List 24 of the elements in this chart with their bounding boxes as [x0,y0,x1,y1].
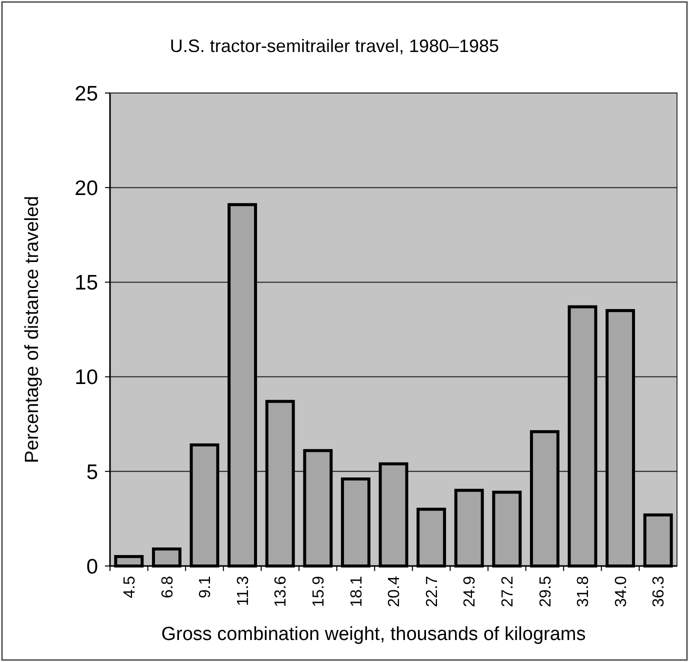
y-tick-label: 0 [86,555,98,578]
x-tick-label: 9.1 [197,576,214,598]
y-tick-label: 25 [74,82,98,106]
y-tick-label: 15 [74,272,98,295]
chart-title: U.S. tractor-semitrailer travel, 1980–1985 [170,36,500,56]
x-tick-label: 29.5 [537,576,554,608]
x-tick-label: 11.3 [234,576,252,606]
x-tick-label: 20.4 [386,576,404,608]
x-tick-label: 24.9 [462,576,479,608]
x-tick-label: 34.0 [612,576,630,608]
y-tick-label: 10 [74,366,98,390]
x-tick-label: 13.6 [272,576,290,608]
x-axis-title: Gross combination weight, thousands of kilograms [161,624,586,645]
y-axis-title: Percentage of distance traveled [22,196,43,464]
x-tick-label: 27.2 [500,576,516,608]
x-tick-label: 36.3 [650,576,668,608]
x-tick-label: 4.5 [122,576,138,598]
y-tick-label: 20 [74,176,98,200]
y-tick-label: 5 [86,460,98,484]
x-tick-label: 18.1 [348,576,366,608]
x-tick-label: 31.8 [575,576,592,608]
x-tick-label: 22.7 [424,576,441,608]
x-tick-label: 6.8 [159,576,176,598]
x-tick-label: 15.9 [310,576,328,608]
